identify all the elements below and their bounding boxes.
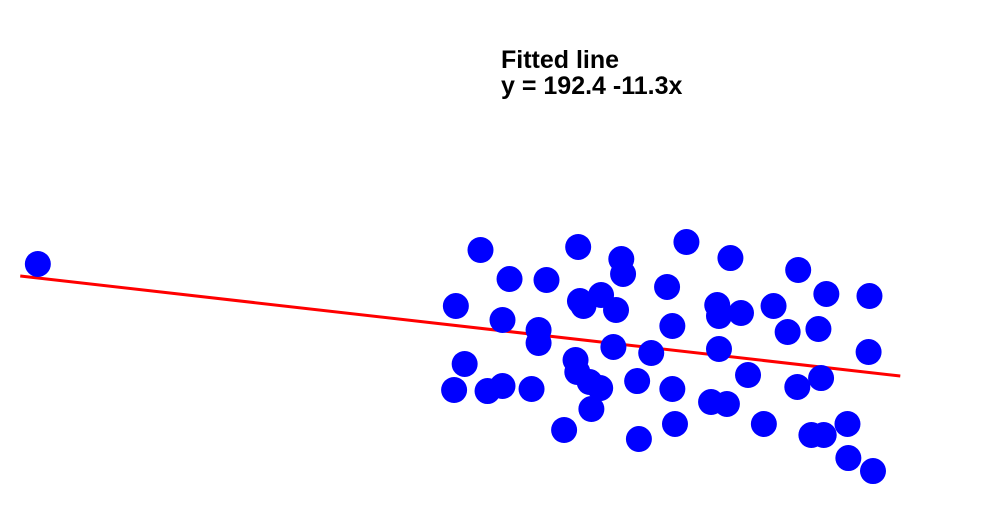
data-point [727,300,754,327]
data-point [785,257,812,283]
data-point [659,313,686,340]
data-point [673,229,700,256]
data-point [813,280,840,307]
data-point [810,422,837,449]
data-point [774,319,801,346]
data-point [654,273,681,300]
data-point [624,368,651,395]
data-point [551,417,578,443]
data-point [533,267,560,293]
data-point [784,373,811,400]
data-point [705,303,732,330]
data-point [856,283,883,310]
annotation-equation: y = 192.4 -11.3x [501,72,683,100]
data-point [518,376,545,403]
data-point [750,410,777,437]
data-point [603,297,630,323]
data-point [855,339,882,366]
data-point [525,330,552,357]
data-point [24,250,51,277]
data-point [834,410,861,437]
annotation-title: Fitted line [501,46,620,74]
data-point [808,365,835,392]
data-point [489,373,516,400]
data-point [570,293,597,320]
data-point [661,410,688,437]
data-point [760,293,787,320]
data-point [805,316,832,343]
data-point [735,362,762,389]
data-point [441,377,468,403]
data-point [713,390,740,417]
data-point [496,266,523,293]
fitted-line [20,274,901,378]
data-point [705,336,732,363]
data-point [587,375,614,402]
data-point [625,426,652,453]
data-point [451,350,478,377]
data-point [442,293,469,320]
data-point [638,340,665,367]
data-point [578,396,605,423]
data-point [565,233,592,260]
data-point [600,333,627,360]
data-point [467,237,494,263]
data-point [835,445,862,472]
data-point [659,376,686,403]
data-point [717,245,744,272]
data-point [489,307,516,333]
data-point [610,260,637,287]
data-point [859,458,886,485]
